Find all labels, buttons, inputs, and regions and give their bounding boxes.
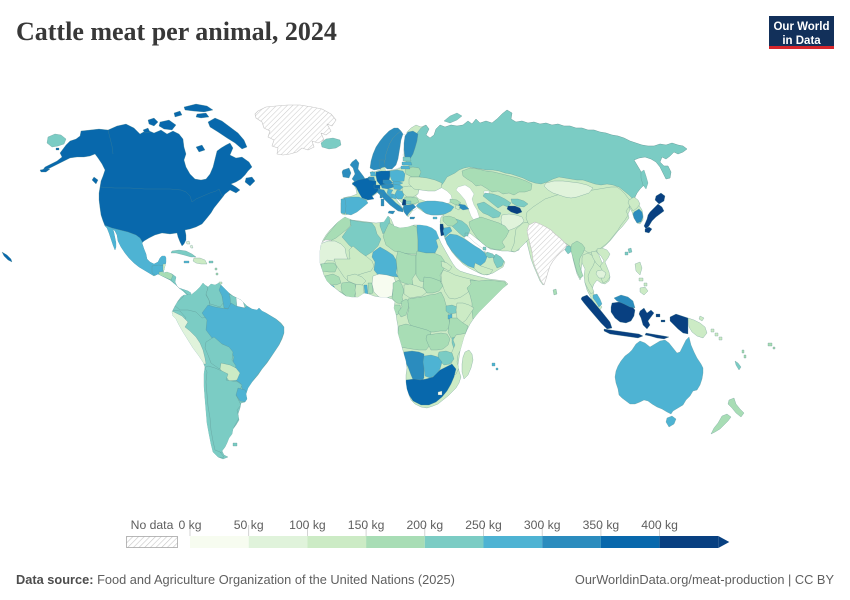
svg-text:No data: No data xyxy=(131,518,174,532)
svg-text:350 kg: 350 kg xyxy=(583,518,620,532)
svg-text:0 kg: 0 kg xyxy=(178,518,201,532)
svg-text:400 kg: 400 kg xyxy=(641,518,678,532)
svg-text:100 kg: 100 kg xyxy=(289,518,326,532)
svg-text:300 kg: 300 kg xyxy=(524,518,561,532)
svg-text:50 kg: 50 kg xyxy=(234,518,264,532)
svg-text:200 kg: 200 kg xyxy=(407,518,444,532)
svg-text:150 kg: 150 kg xyxy=(348,518,385,532)
svg-text:250 kg: 250 kg xyxy=(465,518,502,532)
